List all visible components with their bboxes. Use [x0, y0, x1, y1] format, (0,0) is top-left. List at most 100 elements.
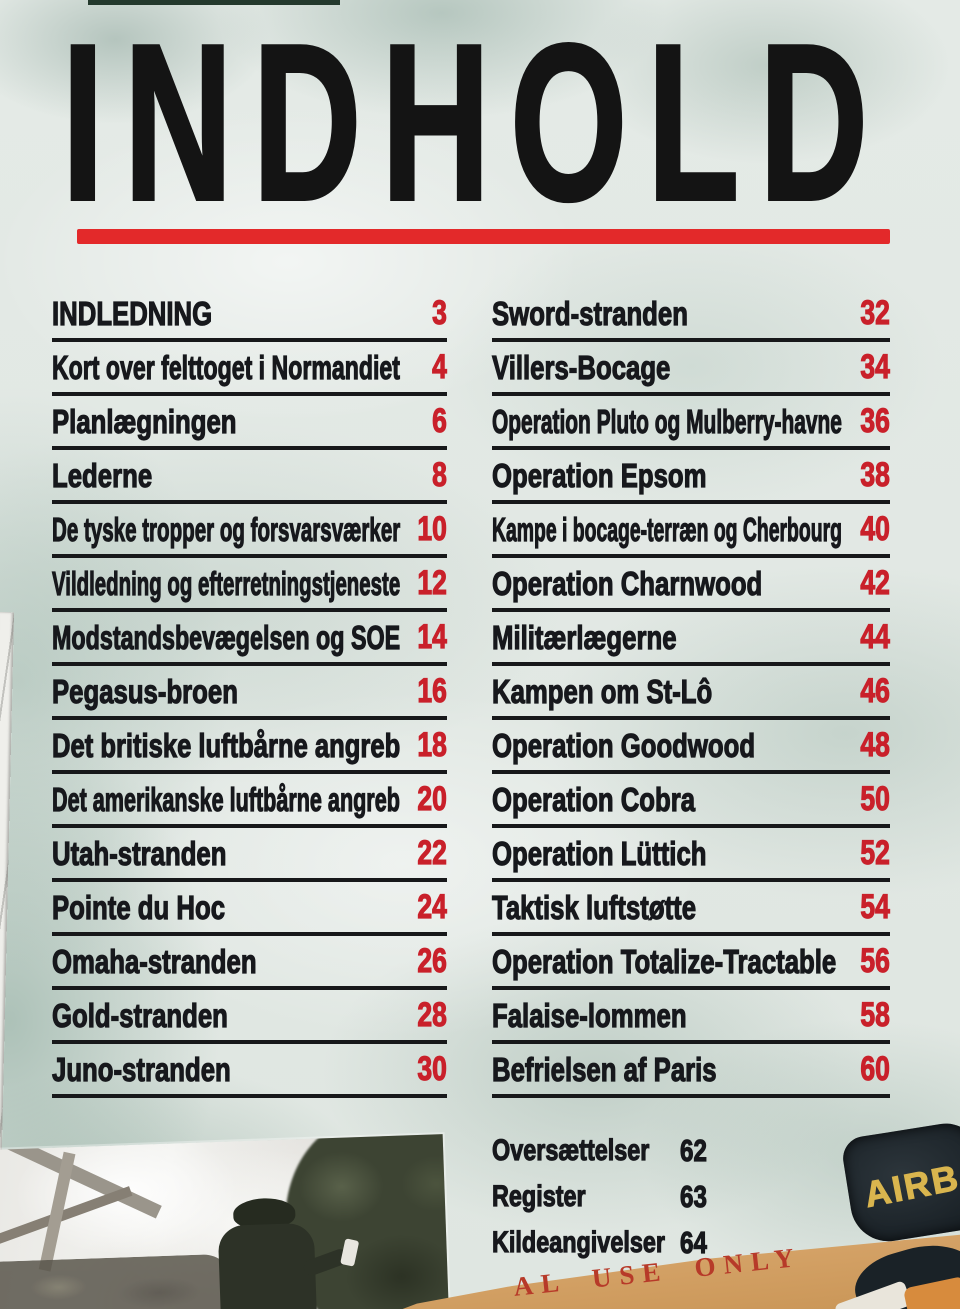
entry-page-number: 30	[417, 1050, 447, 1088]
entry-page-number: 16	[417, 672, 447, 710]
entry-page-number: 64	[680, 1225, 708, 1260]
entry-page-number: 26	[417, 942, 447, 980]
entry-label: Pegasus-broen	[52, 673, 239, 710]
toc-entry: Villers-Bocage 34	[492, 342, 890, 396]
entry-page-number: 3	[432, 294, 448, 332]
toc-entry: Vildledning og efterretningstjeneste 12	[52, 558, 447, 612]
toc-entry: Det amerikanske luftbårne angreb 20	[52, 774, 447, 828]
entry-label: Oversættelser	[492, 1134, 650, 1167]
entry-page-number: 4	[432, 348, 448, 386]
toc-entry: Kampe i bocage-terræn og Cherbourg 40	[492, 504, 890, 558]
entry-label: Falaise-lommen	[492, 997, 687, 1034]
entry-label: Juno-stranden	[52, 1051, 232, 1088]
entry-page-number: 8	[432, 456, 448, 494]
toc-entry: Operation Cobra 50	[492, 774, 890, 828]
entry-label: Operation Goodwood	[492, 727, 756, 764]
entry-label: Operation Charnwood	[492, 565, 763, 602]
entry-page-number: 6	[432, 402, 448, 440]
toc-left-column: INDLEDNING 3 Kort over felttoget i Normand…	[52, 288, 447, 1098]
entry-label: Taktisk luftstøtte	[492, 889, 697, 926]
entry-page-number: 36	[860, 402, 890, 440]
entry-label: Det britiske luftbårne angreb	[52, 727, 401, 764]
toc-entry: Lederne 8	[52, 450, 447, 504]
airborne-patch-text: AIRB	[861, 1156, 960, 1216]
top-edge-strip	[88, 0, 340, 5]
soldier-body	[217, 1222, 318, 1309]
entry-label: INDLEDNING	[52, 295, 213, 332]
entry-label: Utah-stranden	[52, 835, 227, 872]
toc-entry: Juno-stranden 30	[52, 1044, 447, 1098]
toc-entry: Det britiske luftbårne angreb 18	[52, 720, 447, 774]
entry-label: Militærlægerne	[492, 619, 677, 656]
entry-page-number: 20	[417, 780, 447, 818]
entry-page-number: 22	[417, 834, 447, 872]
toc-right-column: Sword-stranden 32 Villers-Bocage 34 Operatio…	[492, 288, 890, 1098]
entry-label: Operation Pluto og Mulberry-havne	[492, 403, 843, 440]
toc-entry: Operation Lüttich 52	[492, 828, 890, 882]
toc-entry: Falaise-lommen 58	[492, 990, 890, 1044]
entry-label: Operation Lüttich	[492, 835, 707, 872]
entry-label: Vildledning og efterretningstjeneste	[52, 565, 401, 602]
entry-page-number: 32	[860, 294, 890, 332]
toc-entry: Operation Charnwood 42	[492, 558, 890, 612]
entry-label: Planlægningen	[52, 403, 237, 440]
toc-entry: Taktisk luftstøtte 54	[492, 882, 890, 936]
entry-label: De tyske tropper og forsvarsværker	[52, 511, 401, 548]
entry-page-number: 38	[860, 456, 890, 494]
entry-label: Operation Totalize-Tractable	[492, 943, 837, 980]
soldier-silhouette	[209, 1196, 360, 1309]
entry-label: Sword-stranden	[492, 295, 689, 332]
entry-label: Kort over felttoget i Normandiet	[52, 349, 401, 386]
entry-label: Omaha-stranden	[52, 943, 257, 980]
toc-entry: De tyske tropper og forsvarsværker 10	[52, 504, 447, 558]
toc-entry: Kildeangivelser 64	[492, 1220, 812, 1266]
entry-label: Kampen om St-Lô	[492, 673, 713, 710]
toc-entry: Modstandsbevægelsen og SOE 14	[52, 612, 447, 666]
entry-page-number: 40	[860, 510, 890, 548]
toc-entry: Militærlægerne 44	[492, 612, 890, 666]
entry-page-number: 42	[860, 564, 890, 602]
entry-page-number: 58	[860, 996, 890, 1034]
toc-entry: INDLEDNING 3	[52, 288, 447, 342]
entry-label: Villers-Bocage	[492, 349, 671, 386]
airborne-patch: AIRB	[840, 1118, 960, 1247]
entry-page-number: 50	[860, 780, 890, 818]
entry-page-number: 63	[680, 1179, 708, 1214]
appendix-list: Oversættelser 62 Register 63 Kildeangivelser…	[492, 1128, 812, 1266]
entry-page-number: 46	[860, 672, 890, 710]
toc-entry: Kort over felttoget i Normandiet 4	[52, 342, 447, 396]
title-underline-rule	[77, 229, 890, 244]
toc-entry: Gold-stranden 28	[52, 990, 447, 1044]
toc-entry: Pointe du Hoc 24	[52, 882, 447, 936]
entry-page-number: 10	[417, 510, 447, 548]
entry-label: Operation Epsom	[492, 457, 707, 494]
toc-entry: Sword-stranden 32	[492, 288, 890, 342]
toc-entry: Operation Epsom 38	[492, 450, 890, 504]
entry-label: Kildeangivelser	[492, 1226, 666, 1259]
entry-page-number: 12	[417, 564, 447, 602]
entry-label: Det amerikanske luftbårne angreb	[52, 781, 401, 818]
toc-entry: Planlægningen 6	[52, 396, 447, 450]
toc-entry: Omaha-stranden 26	[52, 936, 447, 990]
entry-label: Lederne	[52, 457, 153, 494]
toc-entry: Operation Goodwood 48	[492, 720, 890, 774]
entry-page-number: 60	[860, 1050, 890, 1088]
toc-entry: Operation Pluto og Mulberry-havne 36	[492, 396, 890, 450]
toc-entry: Register 63	[492, 1174, 812, 1220]
entry-label: Gold-stranden	[52, 997, 229, 1034]
battle-photo	[0, 1134, 450, 1309]
toc-entry: Oversættelser 62	[492, 1128, 812, 1174]
entry-label: Register	[492, 1180, 587, 1213]
toc-entry: Utah-stranden 22	[52, 828, 447, 882]
entry-page-number: 24	[417, 888, 447, 926]
entry-page-number: 14	[417, 618, 447, 656]
entry-label: Operation Cobra	[492, 781, 696, 818]
entry-page-number: 62	[680, 1133, 708, 1168]
page-edge-sliver	[0, 612, 14, 1153]
entry-label: Modstandsbevægelsen og SOE	[52, 619, 401, 656]
entry-page-number: 44	[860, 618, 890, 656]
toc-entry: Kampen om St-Lô 46	[492, 666, 890, 720]
rubble	[0, 1253, 236, 1309]
entry-label: Befrielsen af Paris	[492, 1051, 718, 1088]
